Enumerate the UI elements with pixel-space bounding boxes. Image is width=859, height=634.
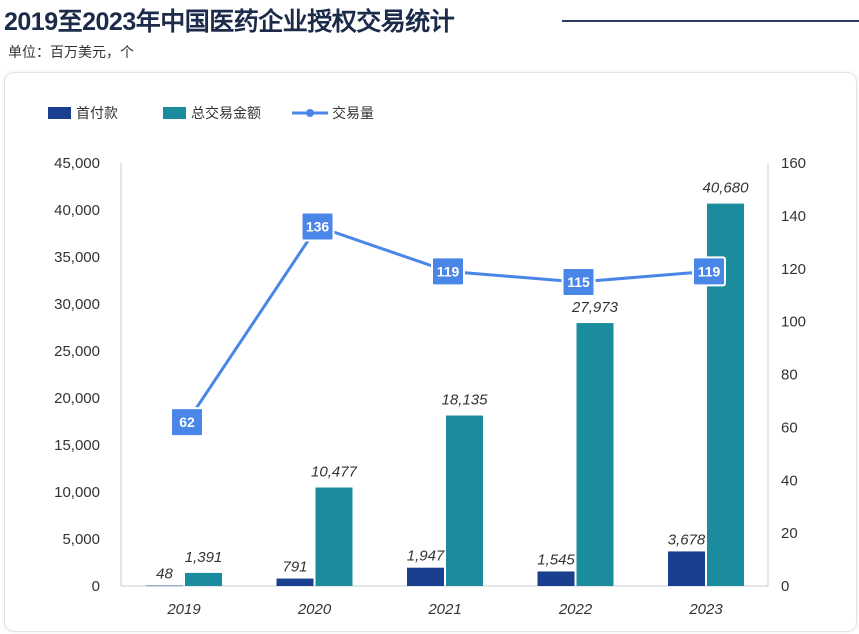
y-left-tick: 45,000 [54, 155, 100, 172]
y-right-tick: 80 [781, 367, 798, 384]
title-underline [562, 20, 859, 22]
label-total-2019: 1,391 [185, 549, 223, 566]
y-left-tick: 20,000 [54, 390, 100, 407]
label-total-2020: 10,477 [311, 464, 358, 481]
y-right-tick: 160 [781, 155, 806, 172]
deals-label-2023: 119 [698, 263, 721, 279]
y-left-tick: 40,000 [54, 202, 100, 219]
bar-upfront-2022 [537, 571, 575, 586]
deals-label-2022: 115 [567, 274, 590, 290]
x-tick: 2021 [427, 601, 461, 618]
chart-title: 2019至2023年中国医药企业授权交易统计 [4, 8, 455, 36]
y-left-tick: 15,000 [54, 437, 100, 454]
y-right-tick: 40 [781, 472, 798, 489]
y-right-tick: 140 [781, 208, 806, 225]
deals-marker-2022 [561, 266, 596, 297]
bar-upfront-2023 [668, 551, 705, 586]
deals-marker-2019 [170, 407, 204, 438]
deals-label-2021: 119 [437, 263, 460, 279]
bar-upfront-2020 [276, 578, 314, 586]
y-right-tick: 100 [781, 314, 806, 331]
label-upfront-2021: 1,947 [407, 548, 445, 565]
label-total-2021: 18,135 [442, 392, 489, 409]
legend-swatch-total [163, 107, 186, 119]
y-left-tick: 0 [92, 578, 100, 595]
x-tick: 2022 [558, 601, 593, 618]
bar-total-2022 [576, 323, 614, 586]
legend-label-upfront: 首付款 [76, 105, 118, 121]
bar-total-2021 [446, 415, 483, 586]
label-upfront-2019: 48 [156, 566, 173, 583]
label-upfront-2020: 791 [282, 559, 307, 576]
label-upfront-2023: 3,678 [668, 531, 706, 548]
y-left-tick: 5,000 [62, 531, 100, 548]
legend-marker-deals [306, 109, 314, 117]
y-left-tick: 35,000 [54, 249, 100, 266]
deals-label-2019: 62 [179, 414, 195, 430]
deals-marker-2021 [431, 256, 465, 287]
deals-marker-2023 [692, 256, 726, 287]
unit-note: 单位：百万美元，个 [8, 44, 134, 60]
legend-label-deals: 交易量 [332, 105, 374, 121]
x-tick: 2020 [297, 601, 332, 618]
y-left-tick: 10,000 [54, 484, 100, 501]
label-total-2022: 27,973 [571, 299, 619, 316]
y-right-tick: 0 [781, 578, 789, 595]
y-right-tick: 20 [781, 525, 798, 542]
x-tick: 2019 [166, 601, 201, 618]
y-right-tick: 120 [781, 261, 806, 278]
x-tick: 2023 [688, 601, 723, 618]
label-total-2023: 40,680 [703, 180, 750, 197]
deals-marker-2020 [300, 211, 335, 242]
legend-label-total: 总交易金额 [191, 105, 261, 121]
y-left-tick: 25,000 [54, 343, 100, 360]
label-upfront-2022: 1,545 [537, 551, 575, 568]
bar-upfront-2021 [407, 567, 444, 586]
bar-total-2019 [185, 572, 222, 586]
y-left-tick: 30,000 [54, 296, 100, 313]
bar-total-2020 [315, 487, 353, 586]
bar-upfront-2019 [146, 585, 183, 587]
deals-label-2020: 136 [306, 218, 330, 234]
y-right-tick: 60 [781, 419, 798, 436]
legend-swatch-upfront [48, 107, 71, 119]
